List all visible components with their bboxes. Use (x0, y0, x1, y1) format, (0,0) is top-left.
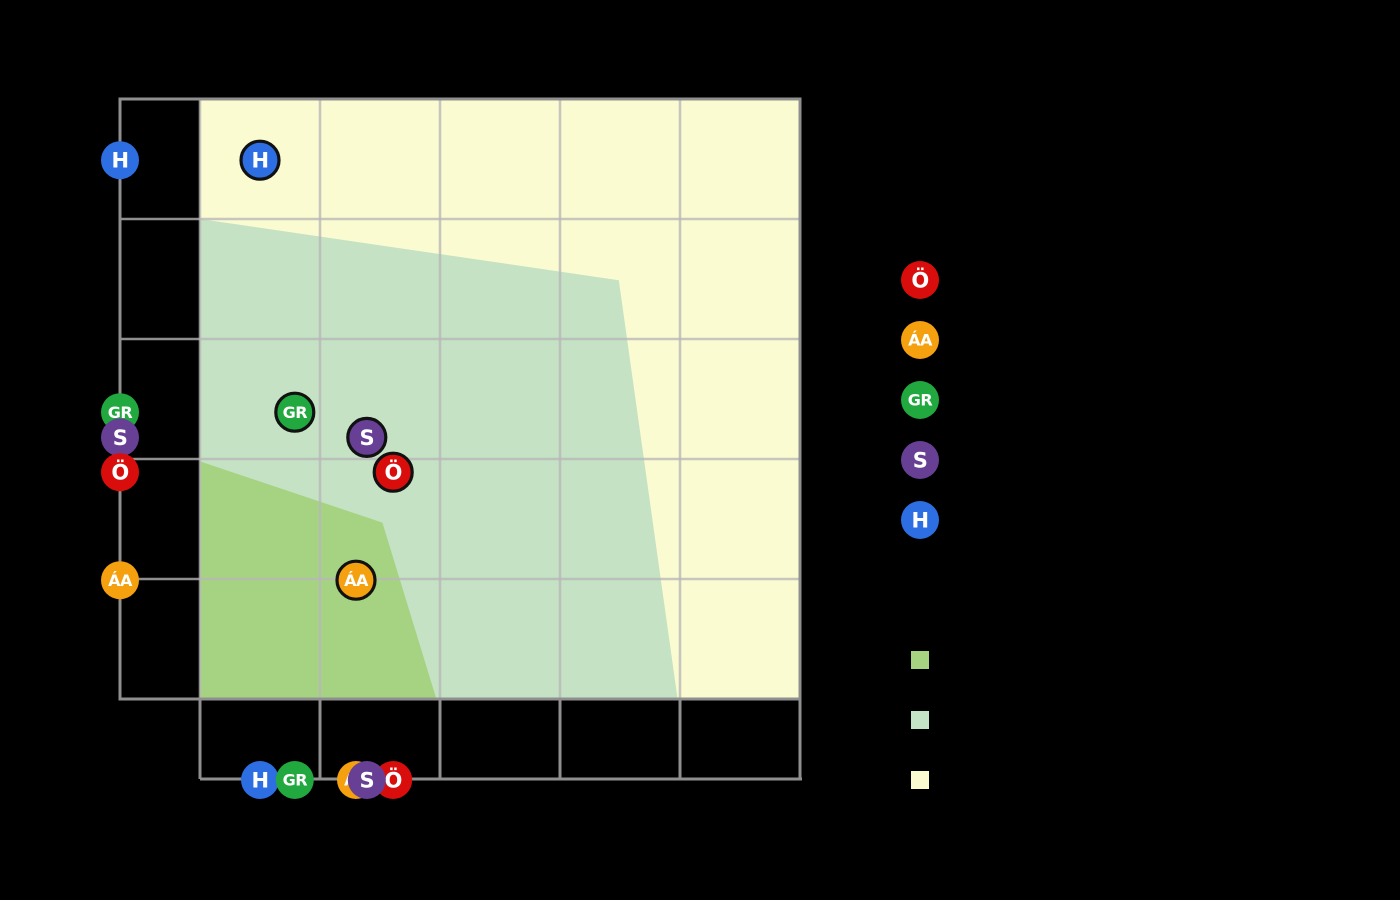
left-marginal-marker-H: H (101, 141, 139, 180)
legend-entry-O: Ö (901, 261, 939, 299)
left-marginal-marker-H-label: H (111, 149, 128, 173)
bottom-marginal-marker-O-circle (374, 761, 413, 799)
legend-swatch-yellow (911, 771, 929, 789)
legend-marker-GR (901, 381, 939, 419)
plot-marker-GR: GR (274, 391, 316, 433)
plot-marker-H: H (239, 139, 281, 181)
legend-marker-S (901, 441, 939, 479)
plot-marker-O: Ö (372, 451, 414, 493)
bottom-marginal-marker-H-label: H (251, 768, 268, 792)
left-marginal-marker-O: Ö (101, 453, 139, 492)
plot-marker-AA-label: ÁA (344, 571, 369, 590)
left-marginal-marker-S-circle (101, 418, 139, 457)
plot-marker-H-circle (239, 139, 281, 181)
legend-marker-H (901, 501, 939, 539)
legend-marker-label-O: Ö (911, 267, 928, 292)
left-marginal-marker-S-label: S (113, 426, 128, 450)
bottom-marginal-marker-GR: GR (275, 761, 314, 799)
plot-marker-S: S (346, 416, 388, 458)
legend-marker-O (901, 261, 939, 299)
bottom-marginal-marker-O-label: Ö (385, 767, 402, 792)
left-marginal-marker-S: S (101, 418, 139, 457)
left-marginal-marker-AA-circle (101, 561, 139, 600)
left-marginal-marker-H-circle (101, 141, 139, 180)
plot-marker-O-label: Ö (385, 460, 402, 485)
plot-marker-O-circle (372, 451, 414, 493)
left-marginal-marker-O-circle (101, 453, 139, 492)
legend-swatch-dark-green (911, 651, 929, 669)
legend-entry-S: S (901, 441, 939, 479)
legend-marker-label-S: S (913, 448, 928, 472)
plot-marker-GR-label: GR (283, 403, 308, 422)
legend-entry-AA: ÁA (901, 321, 939, 359)
legend-marker-AA (901, 321, 939, 359)
gridlines (120, 99, 800, 699)
plot-marker-GR-circle (274, 391, 316, 433)
bottom-marginal-marker-GR-circle (275, 761, 314, 799)
plot-marker-AA: ÁA (335, 559, 377, 601)
bottom-marginal-marker-S: S (347, 761, 386, 799)
legend-entry-H: H (901, 501, 939, 539)
left-marginal-marker-GR-label: GR (108, 403, 133, 422)
legend-entry-GR: GR (901, 381, 939, 419)
bottom-marginal-marker-S-label: S (359, 768, 374, 792)
plot-marker-S-label: S (359, 426, 374, 450)
plot-marker-AA-circle (335, 559, 377, 601)
left-marginal-marker-AA-label: ÁA (108, 571, 133, 590)
left-marginal-marker-O-label: Ö (111, 460, 128, 485)
legend-swatch-light-green (911, 711, 929, 729)
plot-marker-S-circle (346, 416, 388, 458)
bottom-marginal-marker-H: H (241, 761, 279, 799)
bottom-marginal-marker-H-circle (241, 761, 279, 799)
plot-marker-H-label: H (251, 149, 268, 173)
legend-marker-label-GR: GR (908, 391, 933, 410)
bottom-marginal-marker-GR-label: GR (283, 771, 308, 790)
legend-marker-label-H: H (911, 508, 928, 532)
bottom-marginal-marker-S-circle (347, 761, 386, 799)
legend-marker-label-AA: ÁA (908, 331, 933, 350)
left-marginal-marker-AA: ÁA (101, 561, 139, 600)
bottom-marginal-marker-O: Ö (374, 761, 413, 799)
